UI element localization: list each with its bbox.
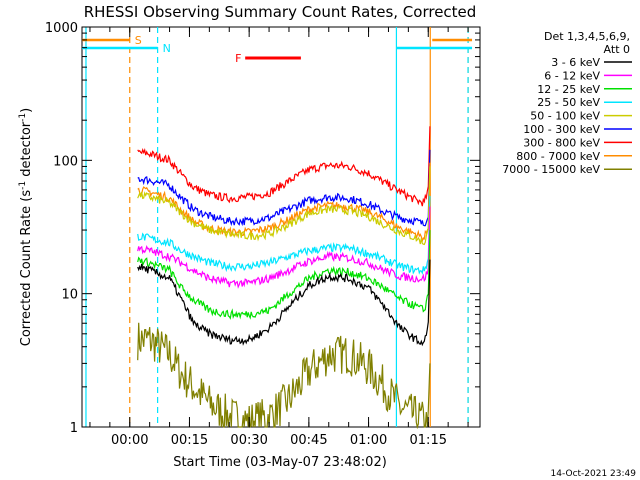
x-tick-label: 01:15 bbox=[410, 433, 447, 448]
legend-label: 100 - 300 keV bbox=[523, 123, 600, 136]
y-axis-label: Corrected Count Rate (s-1 detector-1) bbox=[18, 108, 34, 346]
x-tick-label: 01:00 bbox=[350, 433, 387, 448]
legend-label: 300 - 800 keV bbox=[523, 136, 600, 149]
x-tick-label: 00:00 bbox=[111, 433, 148, 448]
legend-label: 12 - 25 keV bbox=[537, 83, 600, 96]
series-line bbox=[137, 206, 431, 289]
legend-header: Det 1,3,4,5,6,9, bbox=[544, 30, 630, 43]
y-tick-label: 10 bbox=[61, 288, 78, 303]
x-tick-label: 00:15 bbox=[171, 433, 208, 448]
series-line bbox=[137, 322, 431, 430]
legend-label: 800 - 7000 keV bbox=[516, 150, 600, 163]
flag-label: F bbox=[235, 52, 241, 65]
legend-label: 7000 - 15000 keV bbox=[502, 163, 600, 176]
x-tick-label: 00:30 bbox=[230, 433, 267, 448]
series-line bbox=[137, 162, 431, 244]
legend-label: 50 - 100 keV bbox=[530, 110, 600, 123]
series-line bbox=[137, 166, 431, 246]
chart-title: RHESSI Observing Summary Count Rates, Co… bbox=[84, 3, 477, 21]
flag-label: S bbox=[135, 34, 142, 47]
timestamp: 14-Oct-2021 23:49 bbox=[551, 469, 637, 479]
legend-header: Att 0 bbox=[604, 43, 630, 56]
x-axis-label: Start Time (03-May-07 23:48:02) bbox=[173, 455, 387, 470]
series-line bbox=[137, 259, 431, 347]
series-line bbox=[137, 230, 431, 320]
series-line bbox=[137, 195, 431, 275]
y-tick-label: 1000 bbox=[45, 21, 78, 36]
x-tick-label: 00:45 bbox=[290, 433, 327, 448]
series-line bbox=[137, 149, 431, 227]
plot-frame bbox=[81, 26, 481, 428]
flag-label: N bbox=[163, 42, 171, 55]
legend-label: 3 - 6 keV bbox=[551, 56, 600, 69]
legend-label: 25 - 50 keV bbox=[537, 96, 600, 109]
y-tick-label: 1 bbox=[70, 421, 78, 436]
legend-label: 6 - 12 keV bbox=[544, 69, 600, 82]
series-line bbox=[137, 126, 431, 207]
y-tick-label: 100 bbox=[53, 154, 78, 169]
